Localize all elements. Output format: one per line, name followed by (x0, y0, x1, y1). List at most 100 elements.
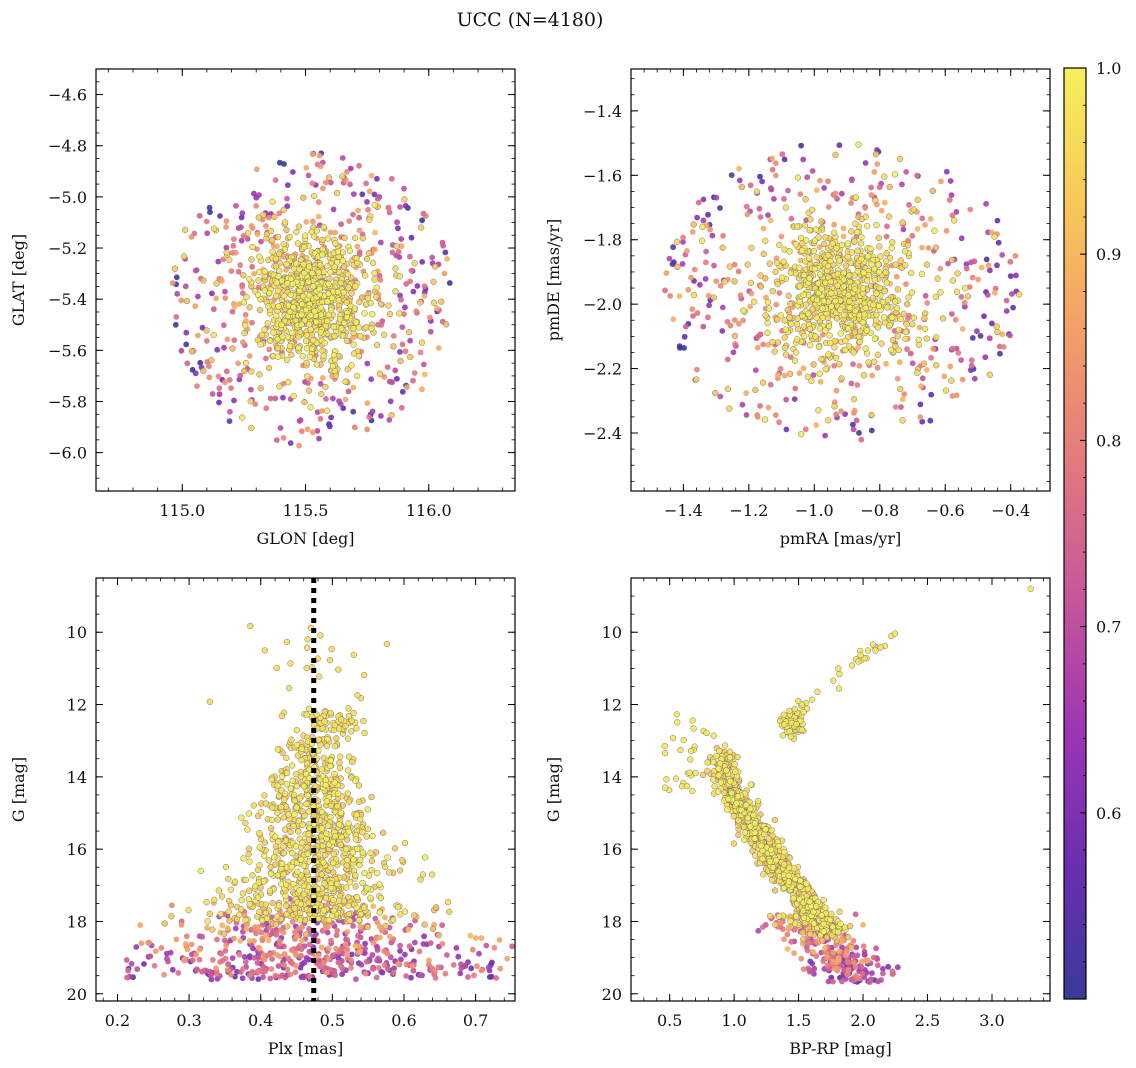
data-point (241, 954, 248, 960)
data-point (319, 246, 326, 253)
data-point (327, 229, 334, 236)
data-point (703, 248, 709, 255)
data-point (825, 417, 832, 424)
data-point (147, 953, 154, 960)
data-point (216, 391, 223, 398)
data-point (180, 253, 188, 260)
data-point (325, 280, 332, 288)
data-point (876, 243, 883, 250)
data-point (832, 354, 840, 362)
data-point (300, 882, 308, 890)
data-point (357, 333, 364, 340)
data-point (786, 248, 793, 255)
data-point (348, 951, 355, 958)
data-point (963, 261, 970, 267)
data-point (377, 894, 385, 902)
data-point (218, 893, 226, 900)
data-point (892, 342, 899, 350)
data-point (272, 255, 279, 262)
data-point (332, 240, 339, 247)
data-point (679, 261, 686, 267)
data-point (417, 299, 424, 306)
data-point (991, 233, 998, 240)
data-point (327, 757, 334, 764)
data-point (357, 856, 364, 864)
data-point (923, 261, 931, 268)
data-point (861, 948, 868, 955)
data-point (216, 399, 222, 406)
data-point (359, 191, 366, 198)
data-point (227, 408, 233, 415)
data-point (344, 937, 351, 943)
data-point (280, 435, 287, 441)
data-point (215, 887, 222, 894)
data-point (441, 270, 448, 277)
data-point (255, 277, 262, 284)
data-point (253, 930, 259, 937)
data-point (367, 894, 374, 901)
data-point (283, 638, 291, 646)
data-point (342, 722, 349, 730)
data-point (399, 341, 406, 348)
data-point (953, 209, 960, 215)
data-point (305, 808, 313, 815)
data-point (229, 345, 236, 352)
data-point (231, 878, 239, 885)
data-point (852, 963, 859, 970)
data-point (420, 941, 427, 947)
data-point (396, 273, 404, 280)
data-point (373, 974, 380, 981)
data-point (225, 908, 232, 915)
data-point (757, 214, 764, 221)
data-point (182, 283, 189, 290)
data-point (802, 301, 810, 308)
data-point (321, 339, 328, 347)
data-point (271, 833, 279, 840)
data-point (345, 753, 353, 760)
data-point (366, 188, 373, 195)
data-point (826, 332, 833, 339)
data-point (811, 266, 818, 273)
data-point (274, 816, 281, 823)
data-point (933, 334, 940, 341)
x-tick-label: 0.4 (248, 1011, 273, 1030)
data-point (282, 892, 289, 900)
data-point (223, 244, 230, 251)
data-point (780, 258, 787, 265)
data-point (313, 318, 320, 326)
data-point (812, 226, 820, 233)
data-point (228, 385, 235, 391)
data-point (366, 216, 373, 223)
data-point (183, 297, 191, 305)
data-point (862, 304, 869, 311)
data-point (489, 959, 495, 966)
data-point (838, 408, 844, 414)
data-point (873, 945, 879, 952)
data-point (350, 651, 357, 659)
data-point (991, 289, 998, 296)
data-point (328, 414, 334, 421)
data-point (776, 290, 783, 296)
data-point (834, 270, 842, 278)
data-point (336, 759, 343, 766)
data-point (294, 240, 301, 247)
data-point (356, 162, 362, 169)
data-point (318, 944, 325, 951)
data-point (838, 190, 845, 197)
data-point (299, 937, 305, 944)
data-point (372, 229, 378, 236)
data-point (808, 377, 815, 384)
data-point (305, 321, 313, 328)
data-point (388, 175, 395, 182)
data-point (261, 839, 269, 846)
data-point (275, 792, 283, 799)
data-point (275, 303, 282, 310)
data-point (226, 418, 233, 424)
x-axis-label: GLON [deg] (256, 529, 354, 548)
data-point (281, 161, 287, 167)
data-point (231, 236, 237, 243)
data-point (929, 187, 936, 195)
data-point (280, 241, 287, 248)
data-point (293, 727, 300, 734)
data-point (401, 196, 408, 203)
